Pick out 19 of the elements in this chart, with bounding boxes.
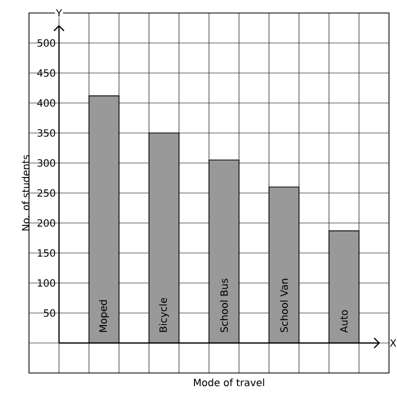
- annotation: Y: [56, 9, 62, 17]
- y-tick-label: 150: [38, 249, 56, 257]
- text: X: [390, 339, 396, 347]
- x-tick-label: School Bus: [220, 278, 228, 332]
- y-axis-title: No. of students: [22, 155, 30, 230]
- x-tick-label: Moped: [99, 300, 109, 332]
- y-tick-label: 400: [37, 99, 56, 107]
- y-tick-label: 300: [38, 159, 56, 167]
- x-tick-label: Auto: [340, 310, 348, 333]
- y-tick-label: 450: [37, 69, 56, 77]
- x-axis-title: Mode of travel: [194, 378, 264, 386]
- y-tick-label: 100: [38, 279, 56, 287]
- y-tick-label: 250: [38, 189, 56, 197]
- x-tick-label: School Van: [280, 278, 288, 332]
- y-tick-label: 350: [38, 129, 56, 137]
- x-tick-label: Bicycle: [159, 298, 169, 332]
- y-tick-label: 50: [44, 309, 56, 317]
- y-tick-label: 500: [38, 39, 56, 47]
- y-tick-label: 200: [38, 219, 56, 227]
